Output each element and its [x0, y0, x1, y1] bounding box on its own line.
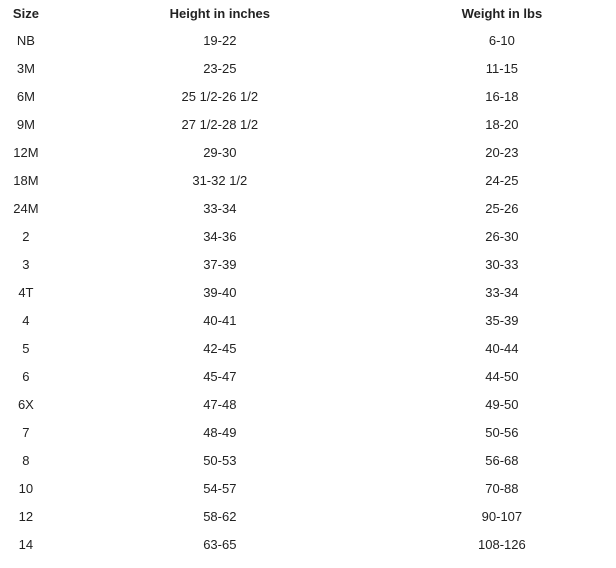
table-row: 12M 29-30 20-23 [0, 138, 616, 166]
table-row: 6M 25 1/2-26 1/2 16-18 [0, 82, 616, 110]
table-row: 24M 33-34 25-26 [0, 194, 616, 222]
height-cell: 45-47 [203, 369, 237, 385]
height-cell: 47-48 [203, 397, 237, 413]
table-row: 18M 31-32 1/2 24-25 [0, 166, 616, 194]
table-row: 3M 23-25 11-15 [0, 54, 616, 82]
weight-cell: 6-10 [488, 32, 515, 48]
table-row: 5 42-45 40-44 [0, 335, 616, 363]
weight-cell: 70-88 [485, 481, 519, 497]
table-row: 2 34-36 26-30 [0, 222, 616, 250]
height-cell: 37-39 [203, 256, 237, 272]
size-cell: 24M [13, 200, 39, 216]
height-cell: 42-45 [203, 341, 237, 357]
table-row: 3 37-39 30-33 [0, 250, 616, 278]
weight-cell: 26-30 [485, 228, 519, 244]
weight-cell: 16-18 [485, 88, 519, 104]
weight-cell: 49-50 [485, 397, 519, 413]
height-cell: 48-49 [203, 425, 237, 441]
table-row: 4T 39-40 33-34 [0, 278, 616, 306]
weight-cell: 20-23 [485, 144, 519, 160]
size-cell: 2 [22, 228, 30, 244]
size-cell: 18M [13, 172, 39, 188]
table-row: 10 54-57 70-88 [0, 475, 616, 503]
weight-cell: 11-15 [485, 60, 519, 76]
weight-cell: 35-39 [485, 312, 519, 328]
size-cell: 6X [17, 397, 34, 413]
height-cell: 29-30 [203, 144, 237, 160]
weight-cell: 50-56 [485, 425, 519, 441]
height-cell: 39-40 [203, 284, 237, 300]
weight-cell: 24-25 [485, 172, 519, 188]
height-cell: 23-25 [203, 60, 237, 76]
height-cell: 33-34 [203, 200, 237, 216]
size-cell: 8 [22, 453, 30, 469]
weight-cell: 33-34 [485, 284, 519, 300]
height-cell: 50-53 [203, 453, 237, 469]
table-row: 8 50-53 56-68 [0, 447, 616, 475]
height-cell: 54-57 [203, 481, 237, 497]
height-cell: 31-32 1/2 [192, 172, 248, 188]
size-cell: 3M [16, 60, 35, 76]
weight-cell: 40-44 [485, 341, 519, 357]
table-row: 4 40-41 35-39 [0, 306, 616, 334]
weight-cell: 44-50 [485, 369, 519, 385]
table-row: 12 58-62 90-107 [0, 503, 616, 531]
table-row: 6X 47-48 49-50 [0, 391, 616, 419]
size-cell: NB [16, 32, 35, 48]
size-cell: 14 [18, 537, 34, 553]
height-cell: 27 1/2-28 1/2 [181, 116, 259, 132]
height-cell: 40-41 [203, 312, 237, 328]
table-row: 6 45-47 44-50 [0, 363, 616, 391]
height-cell: 19-22 [203, 32, 237, 48]
size-cell: 5 [22, 341, 30, 357]
header-row: Size Height in inches Weight in lbs [0, 0, 616, 26]
table-row: NB 19-22 6-10 [0, 26, 616, 54]
size-cell: 7 [22, 425, 30, 441]
weight-cell: 18-20 [485, 116, 519, 132]
weight-cell: 108-126 [478, 537, 526, 553]
size-cell: 12 [18, 509, 34, 525]
table-row: 9M 27 1/2-28 1/2 18-20 [0, 110, 616, 138]
size-cell: 4 [22, 312, 30, 328]
weight-cell: 90-107 [481, 509, 523, 525]
size-cell: 10 [18, 481, 34, 497]
header-size: Size [12, 5, 39, 21]
size-cell: 9M [16, 116, 35, 132]
size-cell: 6 [22, 369, 30, 385]
size-cell: 12M [13, 144, 39, 160]
size-cell: 6M [16, 88, 35, 104]
weight-cell: 25-26 [485, 200, 519, 216]
header-height: Height in inches [169, 5, 271, 21]
height-cell: 63-65 [203, 537, 237, 553]
height-cell: 58-62 [203, 509, 237, 525]
size-cell: 3 [22, 256, 30, 272]
table-row: 7 48-49 50-56 [0, 419, 616, 447]
height-cell: 34-36 [203, 228, 237, 244]
size-cell: 4T [18, 284, 34, 300]
weight-cell: 30-33 [485, 256, 519, 272]
weight-cell: 56-68 [485, 453, 519, 469]
header-weight: Weight in lbs [461, 5, 543, 21]
table-row: 14 63-65 108-126 [0, 531, 616, 559]
height-cell: 25 1/2-26 1/2 [181, 88, 259, 104]
